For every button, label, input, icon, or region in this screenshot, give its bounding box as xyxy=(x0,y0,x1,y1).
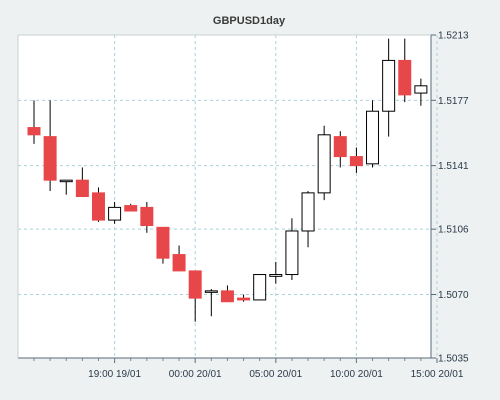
candle xyxy=(75,167,89,197)
candle-body-down xyxy=(237,297,251,301)
y-tick-label: 1.5141 xyxy=(438,161,469,172)
chart-title: GBPUSD1day xyxy=(213,15,286,27)
candle-body-down xyxy=(333,136,347,158)
candle xyxy=(91,187,105,222)
candle-body-up xyxy=(382,59,396,112)
candle-body-up xyxy=(414,85,428,94)
candle-body-down xyxy=(398,59,412,96)
y-tick-label: 1.5035 xyxy=(438,354,469,365)
candle-body-down xyxy=(349,156,363,167)
candle-body-up xyxy=(285,230,299,276)
candle xyxy=(349,147,363,173)
candle xyxy=(124,203,138,212)
candle-body-down xyxy=(43,136,57,181)
candle-body-up xyxy=(253,274,267,301)
candle-body-up xyxy=(366,110,380,165)
candle xyxy=(188,270,202,322)
candle xyxy=(43,100,57,192)
candle xyxy=(382,38,396,137)
candle xyxy=(27,100,41,144)
y-tick-label: 1.5070 xyxy=(438,290,469,301)
candle-body-down xyxy=(172,254,186,272)
candle-body-down xyxy=(91,192,105,221)
y-tick-label: 1.5213 xyxy=(438,31,469,42)
candle-body-up xyxy=(317,134,331,194)
x-tick-label: 10:00 20/01 xyxy=(330,369,383,380)
candle-body-down xyxy=(220,290,234,303)
y-tick-label: 1.5106 xyxy=(438,225,469,236)
candle xyxy=(366,100,380,168)
x-tick-label: 15:00 20/01 xyxy=(411,369,464,380)
candle-body-up xyxy=(301,192,315,232)
candle-body-up xyxy=(59,179,73,183)
candle xyxy=(140,201,154,233)
x-tick-label: 05:00 20/01 xyxy=(249,369,302,380)
candle xyxy=(204,289,218,317)
candle-body-down xyxy=(188,270,202,299)
candle xyxy=(269,261,283,284)
candle xyxy=(59,179,73,195)
candle-layer xyxy=(27,38,428,322)
candle xyxy=(108,201,122,224)
candle xyxy=(220,285,234,303)
candle xyxy=(333,131,347,168)
candle xyxy=(285,218,299,280)
x-tick-label: 00:00 20/01 xyxy=(169,369,222,380)
candle xyxy=(414,78,428,106)
candle xyxy=(253,274,267,301)
candle xyxy=(237,294,251,302)
candle xyxy=(172,245,186,272)
candle-body-up xyxy=(204,290,218,293)
candle-body-down xyxy=(27,127,41,136)
candle-body-down xyxy=(124,205,138,212)
y-tick-label: 1.5177 xyxy=(438,96,469,107)
candle-body-up xyxy=(269,274,283,277)
candle xyxy=(317,125,331,201)
x-tick-label: 19:00 19/01 xyxy=(88,369,141,380)
y-axis-ticks: 1.5213 1.5177 1.5141 1.5106 1.5070 1.5035 xyxy=(438,31,469,365)
candle xyxy=(301,191,315,248)
axis-layer xyxy=(17,34,438,363)
candle-body-down xyxy=(75,179,89,197)
candle-body-down xyxy=(140,206,154,227)
candle xyxy=(398,38,412,103)
x-axis-ticks: 19:00 19/01 00:00 20/01 05:00 20/01 10:00 2… xyxy=(88,369,464,380)
candle-body-up xyxy=(108,206,122,221)
candle-body-down xyxy=(156,226,170,259)
candle xyxy=(156,226,170,264)
